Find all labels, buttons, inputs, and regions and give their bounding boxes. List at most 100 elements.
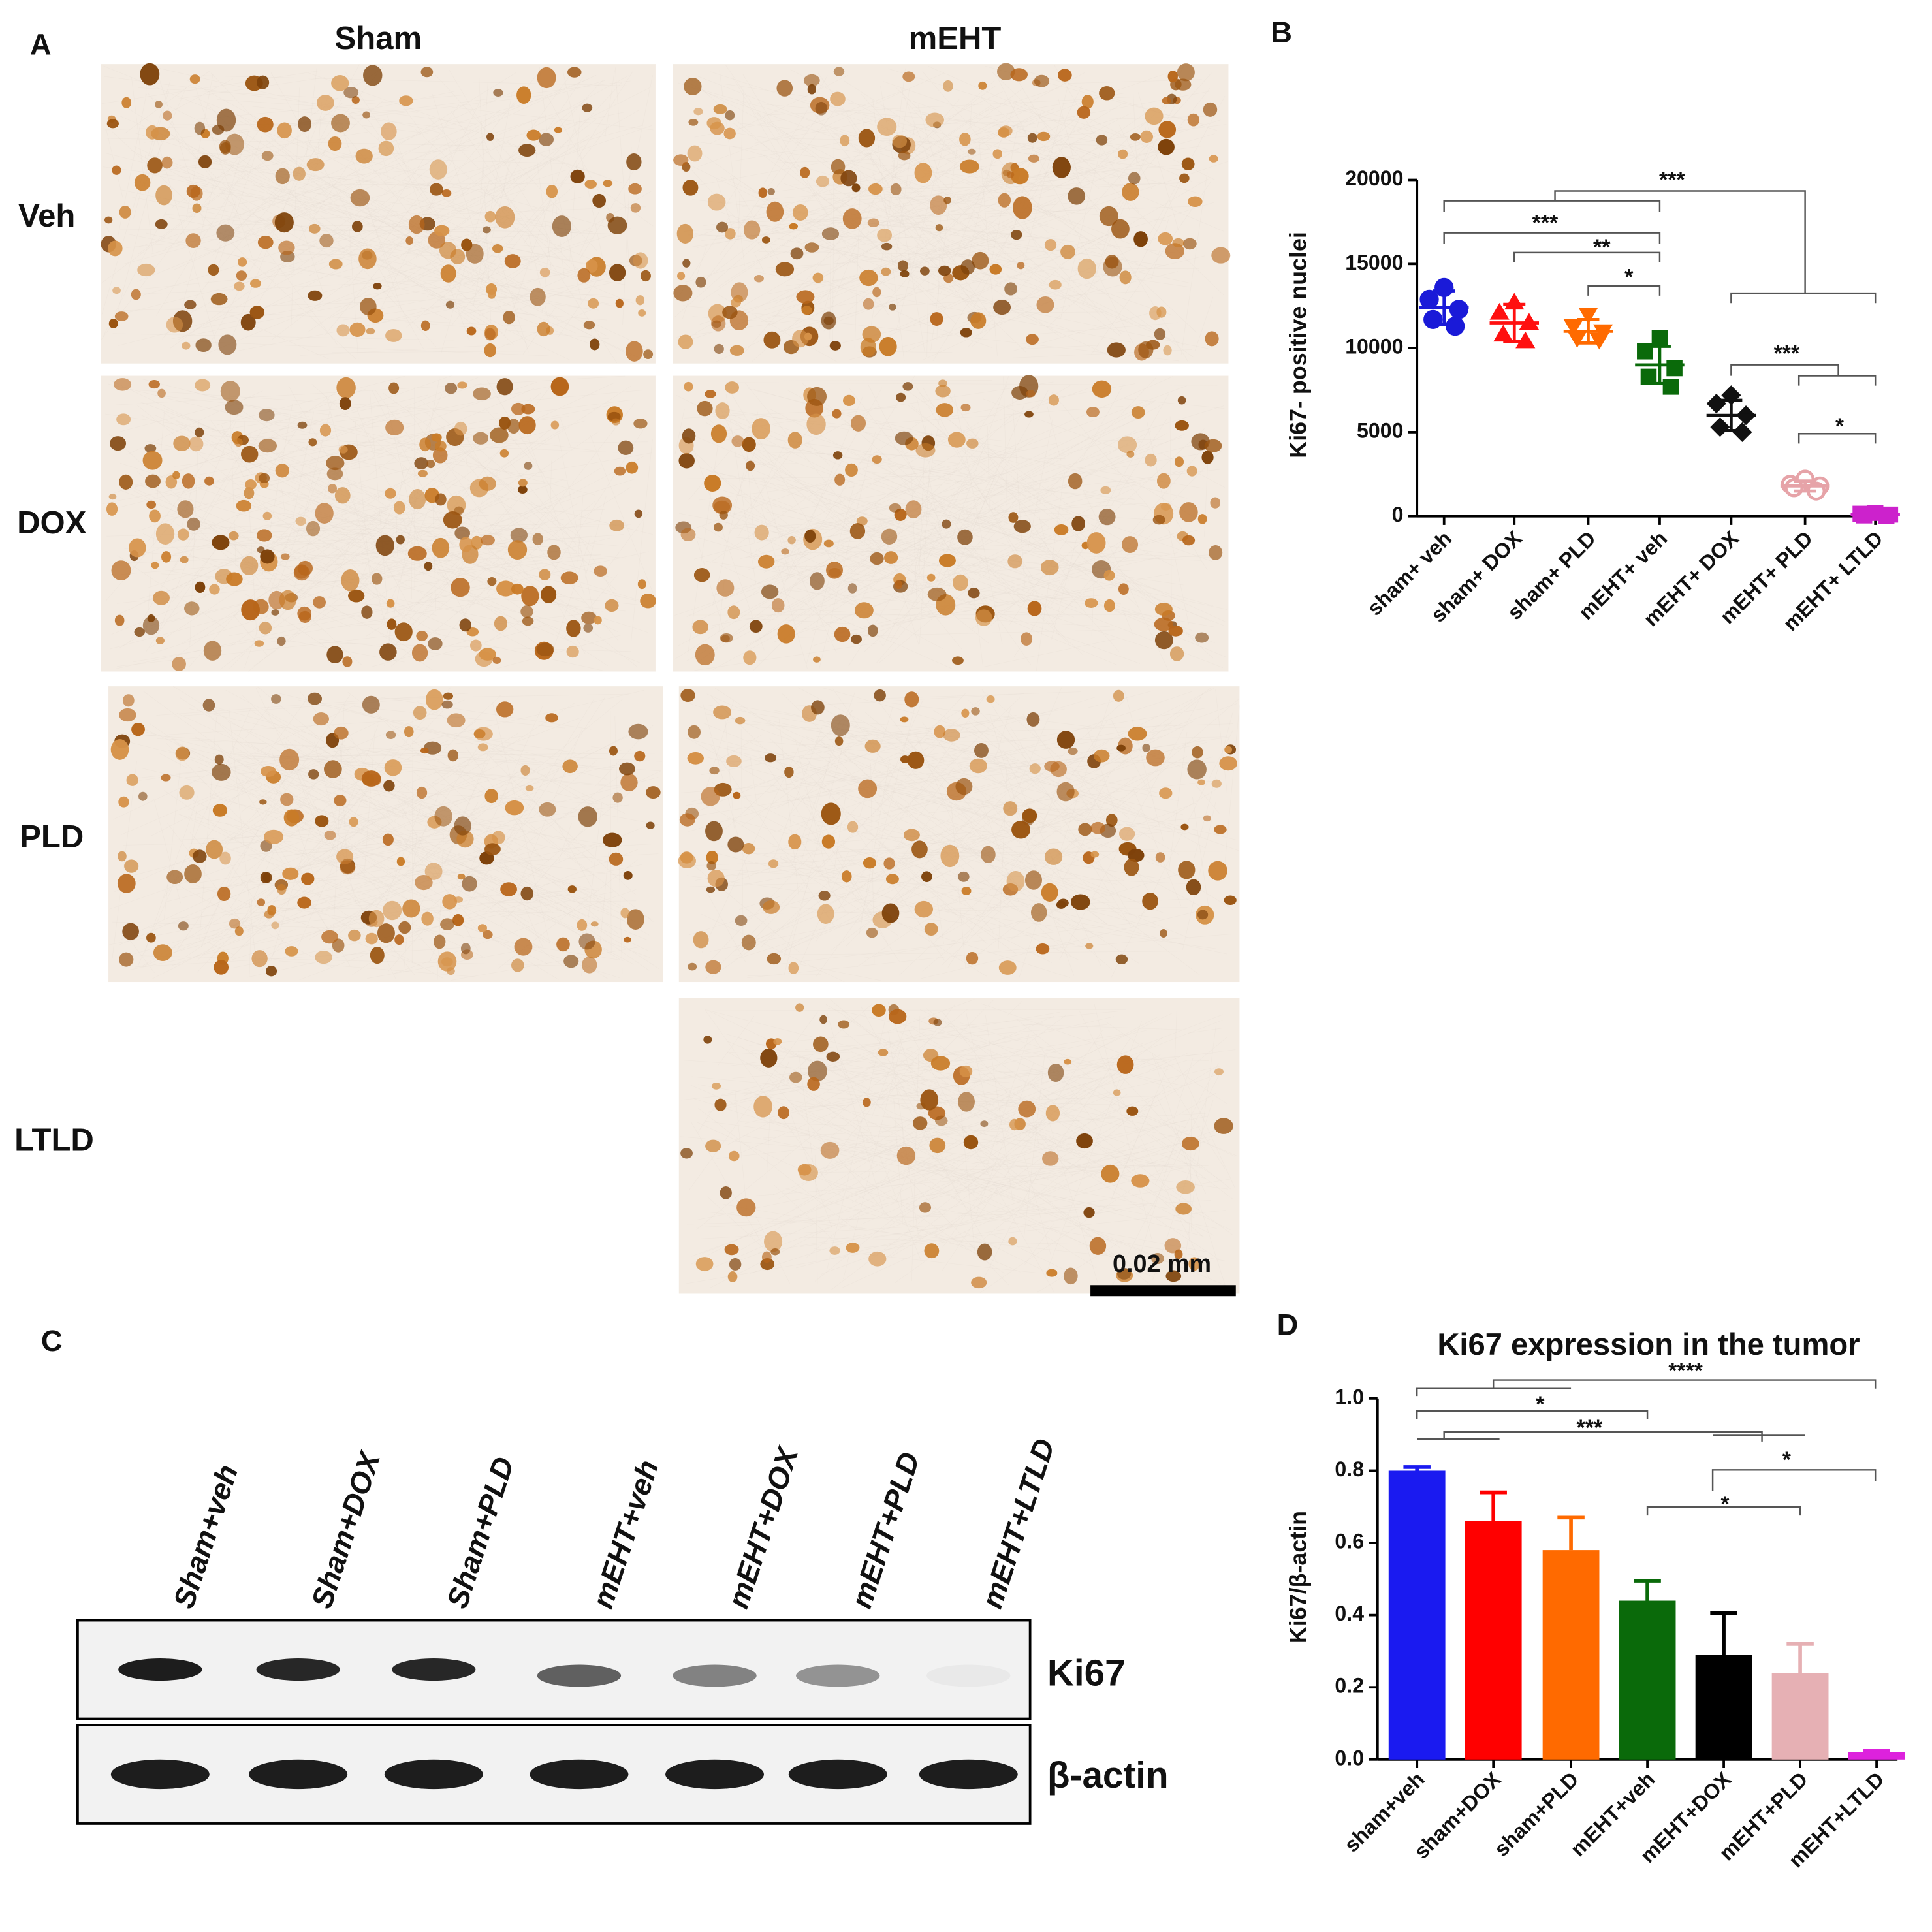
stroma xyxy=(805,441,830,466)
stroma xyxy=(1080,386,1123,463)
stroma xyxy=(281,488,285,515)
stroma xyxy=(1132,271,1197,333)
nucleus xyxy=(829,341,841,351)
stroma xyxy=(926,262,929,358)
nucleus xyxy=(166,870,183,885)
stroma xyxy=(557,191,582,301)
stroma xyxy=(353,407,411,422)
nucleus xyxy=(342,656,353,667)
nucleus xyxy=(499,449,509,458)
nucleus xyxy=(366,328,375,335)
stroma xyxy=(283,223,506,290)
nucleus xyxy=(216,108,236,132)
nucleus xyxy=(405,236,413,245)
nucleus xyxy=(838,1020,850,1029)
nucleus xyxy=(586,259,598,273)
nucleus xyxy=(693,568,710,582)
nucleus xyxy=(609,519,625,531)
stroma xyxy=(395,503,514,626)
stroma xyxy=(340,250,599,347)
nucleus xyxy=(1116,1055,1134,1074)
nucleus xyxy=(426,689,443,710)
stroma xyxy=(1023,1051,1045,1240)
stroma xyxy=(451,123,610,326)
nucleus xyxy=(612,792,623,803)
stroma xyxy=(377,715,471,804)
sd-whisker xyxy=(1433,289,1455,326)
stroma xyxy=(348,385,558,429)
band xyxy=(118,1658,202,1681)
nucleus xyxy=(153,590,170,605)
nucleus xyxy=(872,1004,886,1017)
nucleus xyxy=(807,1077,820,1091)
data-point xyxy=(1563,319,1583,336)
nucleus xyxy=(790,247,804,260)
stroma xyxy=(725,720,735,829)
stroma xyxy=(449,859,649,941)
stroma xyxy=(927,390,1049,604)
stroma xyxy=(296,786,368,951)
stroma xyxy=(367,441,419,477)
stroma xyxy=(101,127,262,340)
stroma xyxy=(266,470,342,554)
stroma xyxy=(140,414,585,612)
nucleus xyxy=(404,726,414,738)
nucleus xyxy=(566,645,579,658)
stroma xyxy=(135,133,321,189)
stroma xyxy=(684,738,1032,829)
nucleus xyxy=(1209,155,1218,163)
nucleus xyxy=(713,104,727,114)
stroma xyxy=(733,505,1117,665)
stroma xyxy=(528,232,549,321)
stroma xyxy=(970,508,1179,630)
nucleus xyxy=(409,489,426,510)
stroma xyxy=(833,792,847,875)
stroma xyxy=(1037,1239,1125,1293)
nucleus xyxy=(149,509,161,523)
stroma xyxy=(833,153,968,264)
stroma xyxy=(710,745,836,927)
stroma xyxy=(747,943,1075,978)
stroma xyxy=(815,569,1059,600)
stroma xyxy=(477,256,541,308)
stroma xyxy=(1154,1062,1219,1185)
nucleus xyxy=(1168,626,1183,637)
nucleus xyxy=(457,873,466,880)
nucleus xyxy=(241,445,259,463)
stroma xyxy=(879,524,1046,663)
significance-bracket xyxy=(1443,190,1877,304)
nucleus xyxy=(704,475,721,492)
nucleus xyxy=(258,439,277,453)
nucleus xyxy=(1004,282,1017,296)
significance-label: * xyxy=(1720,1492,1730,1517)
significance-label: * xyxy=(1624,264,1634,289)
significance-bracket xyxy=(1417,1431,1805,1442)
nucleus xyxy=(157,388,166,398)
stroma xyxy=(138,171,364,222)
error-bar xyxy=(1710,1611,1737,1655)
stroma xyxy=(137,708,251,967)
stroma xyxy=(1051,534,1078,640)
stroma xyxy=(452,441,573,539)
nucleus xyxy=(1027,133,1037,143)
stroma xyxy=(859,552,1178,628)
nucleus xyxy=(1177,396,1186,405)
nucleus xyxy=(832,451,843,460)
stroma xyxy=(888,1032,919,1235)
nucleus xyxy=(511,402,526,415)
nucleus xyxy=(1101,1164,1120,1183)
stroma xyxy=(987,428,1205,629)
nucleus xyxy=(968,588,980,599)
stroma xyxy=(846,211,1186,345)
stroma xyxy=(701,913,845,983)
nucleus xyxy=(935,385,951,398)
stroma xyxy=(584,496,607,578)
nucleus xyxy=(504,254,521,268)
stroma xyxy=(180,532,367,644)
stroma xyxy=(253,64,360,267)
stroma xyxy=(554,843,657,849)
stroma xyxy=(106,128,123,198)
nucleus xyxy=(550,377,569,396)
nucleus xyxy=(147,157,163,174)
nucleus xyxy=(293,166,306,181)
